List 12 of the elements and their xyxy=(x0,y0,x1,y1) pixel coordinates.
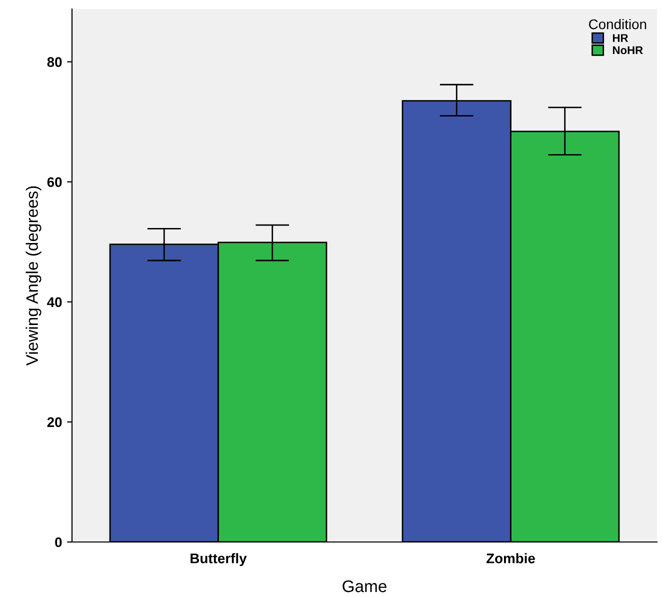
y-axis-title: Viewing Angle (degrees) xyxy=(26,186,42,366)
x-tick-label: Butterfly xyxy=(190,553,247,566)
y-tick-label: 0 xyxy=(55,537,62,548)
x-axis-title: Game xyxy=(342,580,386,592)
legend-title: Condition xyxy=(589,19,646,30)
x-tick-label: Zombie xyxy=(486,553,535,564)
legend-label: HR xyxy=(612,34,628,42)
y-tick-label: 40 xyxy=(47,297,62,308)
y-tick-label: 20 xyxy=(47,417,62,428)
y-tick-label: 80 xyxy=(47,57,62,67)
legend-label: NoHR xyxy=(612,46,643,54)
y-tick-label: 60 xyxy=(47,177,62,188)
